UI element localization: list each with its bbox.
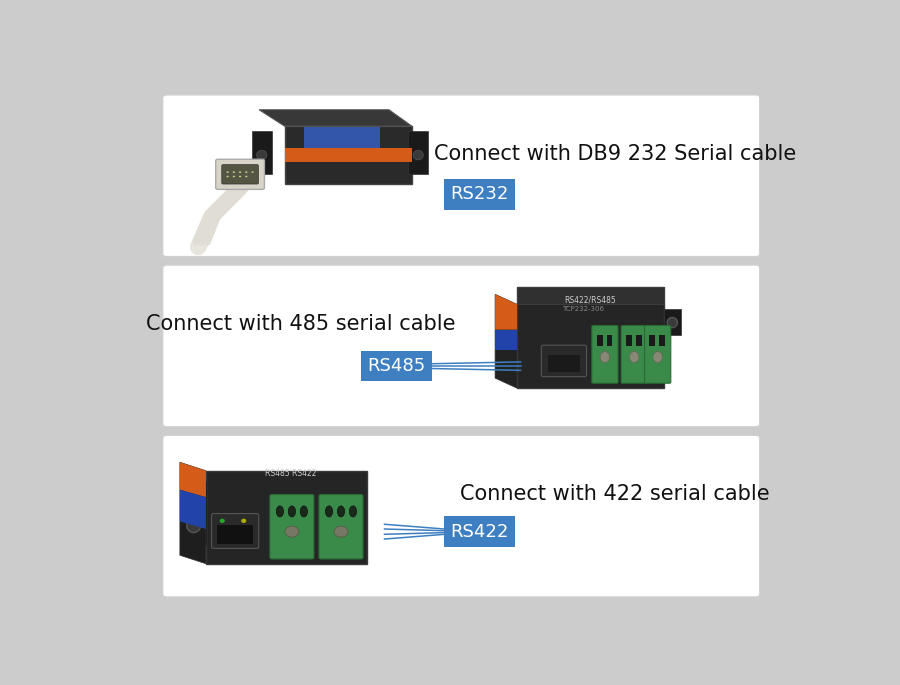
Ellipse shape [326, 506, 333, 517]
Circle shape [239, 171, 241, 173]
Polygon shape [518, 287, 663, 304]
FancyBboxPatch shape [541, 345, 587, 377]
Bar [663, 310, 681, 335]
Ellipse shape [241, 519, 247, 523]
Polygon shape [495, 329, 518, 350]
FancyBboxPatch shape [163, 265, 760, 427]
Ellipse shape [187, 519, 201, 532]
Circle shape [245, 171, 248, 173]
FancyBboxPatch shape [163, 95, 760, 257]
Ellipse shape [256, 150, 266, 160]
Text: RS485: RS485 [367, 357, 426, 375]
FancyBboxPatch shape [270, 495, 314, 559]
Ellipse shape [301, 506, 308, 517]
Bar [547, 356, 580, 372]
Bar [518, 287, 663, 388]
Ellipse shape [413, 150, 423, 160]
Polygon shape [180, 462, 206, 564]
Text: TCP232-306: TCP232-306 [562, 306, 604, 312]
Polygon shape [495, 295, 518, 329]
Text: Connect with DB9 232 Serial cable: Connect with DB9 232 Serial cable [434, 144, 796, 164]
Bar [626, 335, 632, 346]
Bar [180, 482, 208, 545]
Bar [660, 335, 665, 346]
Ellipse shape [288, 506, 295, 517]
Bar [408, 131, 428, 175]
Polygon shape [259, 110, 412, 126]
Bar [607, 335, 612, 346]
Polygon shape [303, 127, 380, 149]
Bar [636, 335, 642, 346]
Text: RS485 RS422: RS485 RS422 [265, 469, 316, 477]
Bar [650, 335, 655, 346]
Circle shape [227, 171, 229, 173]
Ellipse shape [338, 506, 345, 517]
Ellipse shape [653, 351, 662, 362]
Ellipse shape [667, 317, 678, 327]
Text: Connect with 485 serial cable: Connect with 485 serial cable [146, 314, 455, 334]
Circle shape [227, 175, 229, 177]
Polygon shape [180, 490, 206, 529]
Polygon shape [284, 149, 412, 162]
Ellipse shape [600, 351, 609, 362]
Polygon shape [180, 462, 206, 497]
FancyBboxPatch shape [644, 325, 670, 383]
Circle shape [251, 171, 254, 173]
Ellipse shape [276, 506, 284, 517]
Ellipse shape [334, 526, 348, 537]
Text: RS422/RS485: RS422/RS485 [564, 295, 616, 304]
Ellipse shape [285, 526, 299, 537]
Ellipse shape [349, 506, 356, 517]
Text: RS232: RS232 [450, 186, 508, 203]
Ellipse shape [187, 495, 201, 510]
FancyBboxPatch shape [319, 495, 363, 559]
Bar [217, 525, 253, 545]
Ellipse shape [220, 519, 225, 523]
FancyBboxPatch shape [621, 325, 647, 383]
Polygon shape [284, 126, 412, 184]
Circle shape [245, 175, 248, 177]
FancyBboxPatch shape [221, 164, 258, 184]
Circle shape [233, 175, 235, 177]
FancyBboxPatch shape [163, 435, 760, 597]
Circle shape [233, 171, 235, 173]
FancyBboxPatch shape [592, 325, 618, 383]
FancyBboxPatch shape [212, 514, 258, 549]
Text: Connect with 422 serial cable: Connect with 422 serial cable [460, 484, 770, 504]
Bar [206, 471, 367, 564]
Ellipse shape [629, 351, 639, 362]
Polygon shape [495, 295, 518, 388]
Bar [251, 131, 272, 175]
FancyBboxPatch shape [216, 160, 265, 190]
Circle shape [239, 175, 241, 177]
Text: RS422: RS422 [450, 523, 508, 540]
Bar [597, 335, 603, 346]
